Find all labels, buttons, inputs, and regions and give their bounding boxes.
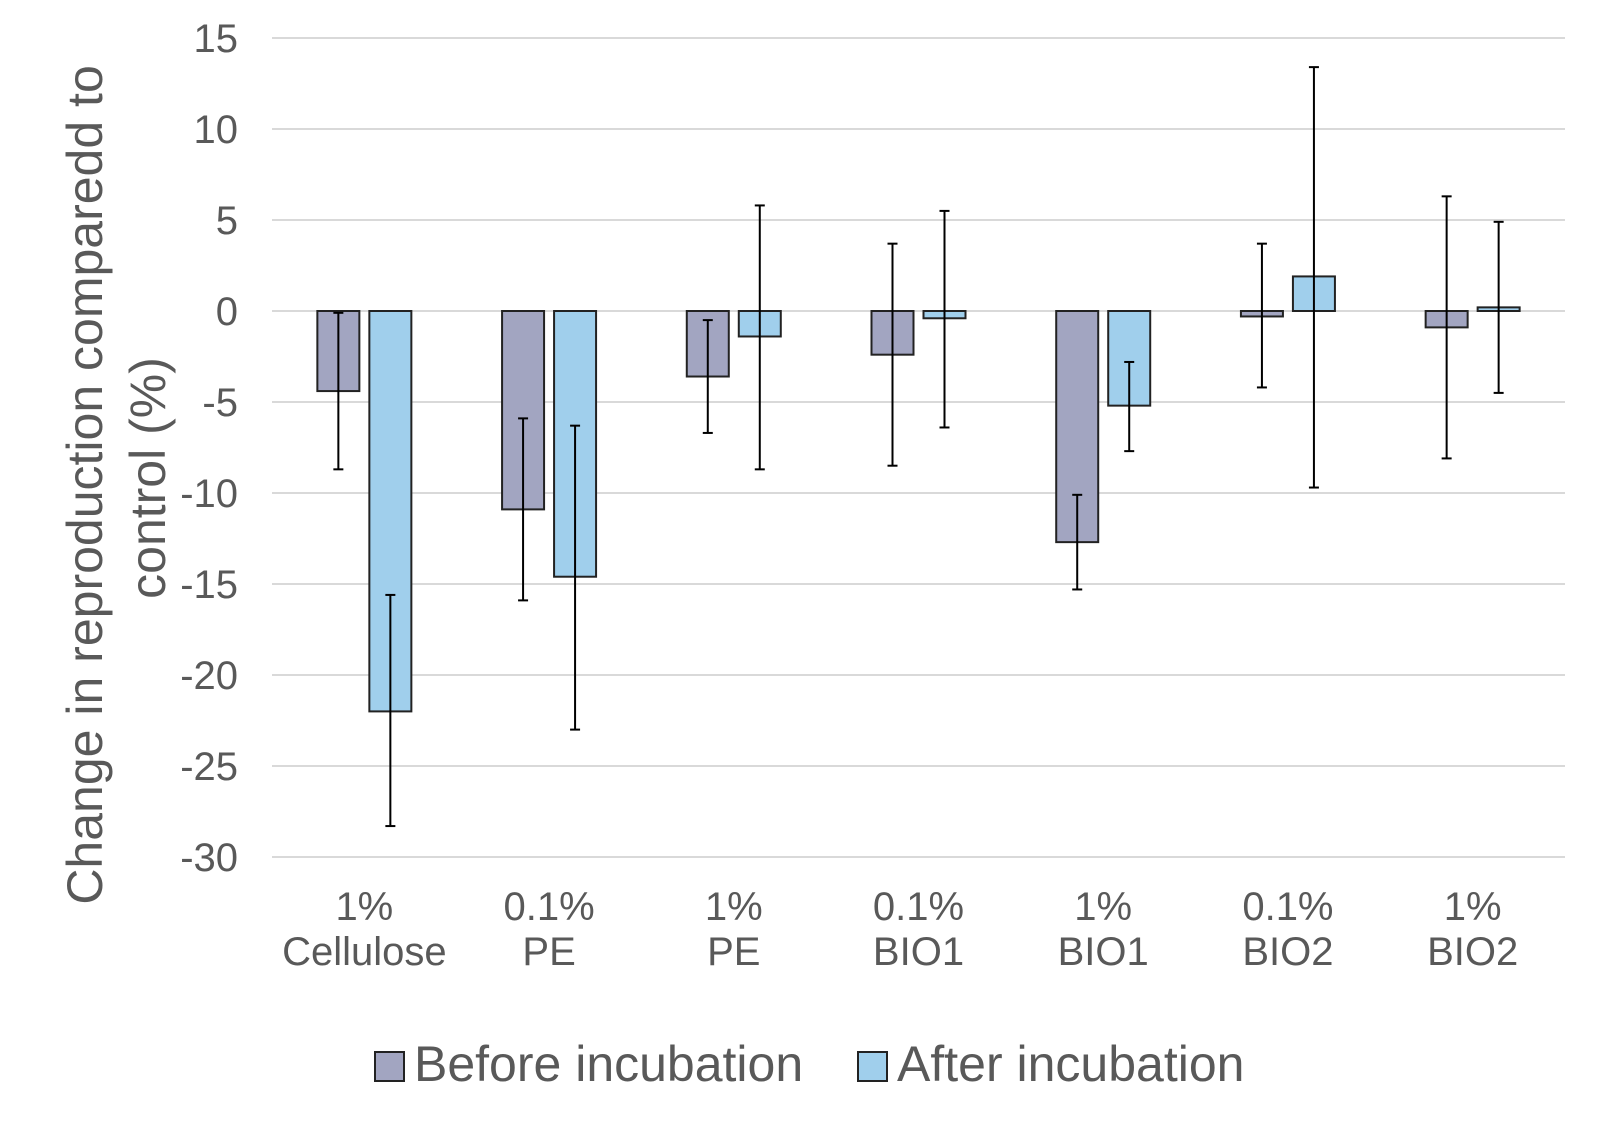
legend-label-after: After incubation <box>897 1036 1244 1092</box>
legend: Before incubation After incubation <box>374 1036 1244 1092</box>
error-bar-before-2 <box>702 319 713 434</box>
x-tick-label: 1% BIO2 <box>1427 885 1518 974</box>
error-bar-after-3 <box>939 209 950 429</box>
x-tick-label: 0.1% BIO1 <box>873 885 964 974</box>
error-bar-before-4 <box>1072 493 1083 591</box>
y-tick-label: 10 <box>194 108 239 152</box>
error-bar-after-2 <box>754 204 765 471</box>
legend-swatch-before <box>374 1051 405 1082</box>
error-bars <box>333 66 1504 828</box>
error-bar-before-3 <box>887 242 898 467</box>
y-axis-title-line-2: control (%) <box>120 357 176 599</box>
y-axis-title-line-1: Change in reproduction comparedd to <box>57 65 113 904</box>
error-bar-before-6 <box>1441 195 1452 460</box>
y-tick-label: 0 <box>216 290 238 334</box>
x-axis-tick-labels: 1% Cellulose 0.1% PE 1% PE 0.1% BIO1 1% BIO1 0.1% B… <box>282 885 1518 974</box>
x-tick-label: 0.1% PE <box>503 885 594 974</box>
x-tick-label: 0.1% BIO2 <box>1242 885 1333 974</box>
error-bar-after-6 <box>1493 220 1504 394</box>
error-bar-after-1 <box>570 424 581 731</box>
error-bar-after-5 <box>1308 66 1319 489</box>
error-bar-after-0 <box>385 593 396 828</box>
y-tick-label: -15 <box>180 563 238 607</box>
y-tick-label: -25 <box>180 745 238 789</box>
y-axis-tick-labels: 15 10 5 0 -5 -10 -15 -20 -25 -30 <box>180 17 238 880</box>
x-tick-label: 1% PE <box>705 885 763 974</box>
error-bar-before-5 <box>1256 242 1267 389</box>
error-bar-before-0 <box>333 311 344 471</box>
x-tick-label: 1% BIO1 <box>1058 885 1149 974</box>
y-axis-title: Change in reproduction comparedd to cont… <box>57 51 176 904</box>
y-tick-label: -10 <box>180 472 238 516</box>
gridlines <box>272 37 1565 858</box>
x-tick-label: 1% Cellulose <box>282 885 447 974</box>
legend-swatch-after <box>857 1051 888 1082</box>
error-bar-after-4 <box>1124 360 1135 453</box>
legend-label-before: Before incubation <box>414 1036 803 1092</box>
y-tick-label: 15 <box>194 17 239 61</box>
y-tick-label: 5 <box>216 199 238 243</box>
y-tick-label: -20 <box>180 654 238 698</box>
error-bar-before-1 <box>518 417 529 602</box>
y-tick-label: -30 <box>180 836 238 880</box>
y-tick-label: -5 <box>202 381 238 425</box>
